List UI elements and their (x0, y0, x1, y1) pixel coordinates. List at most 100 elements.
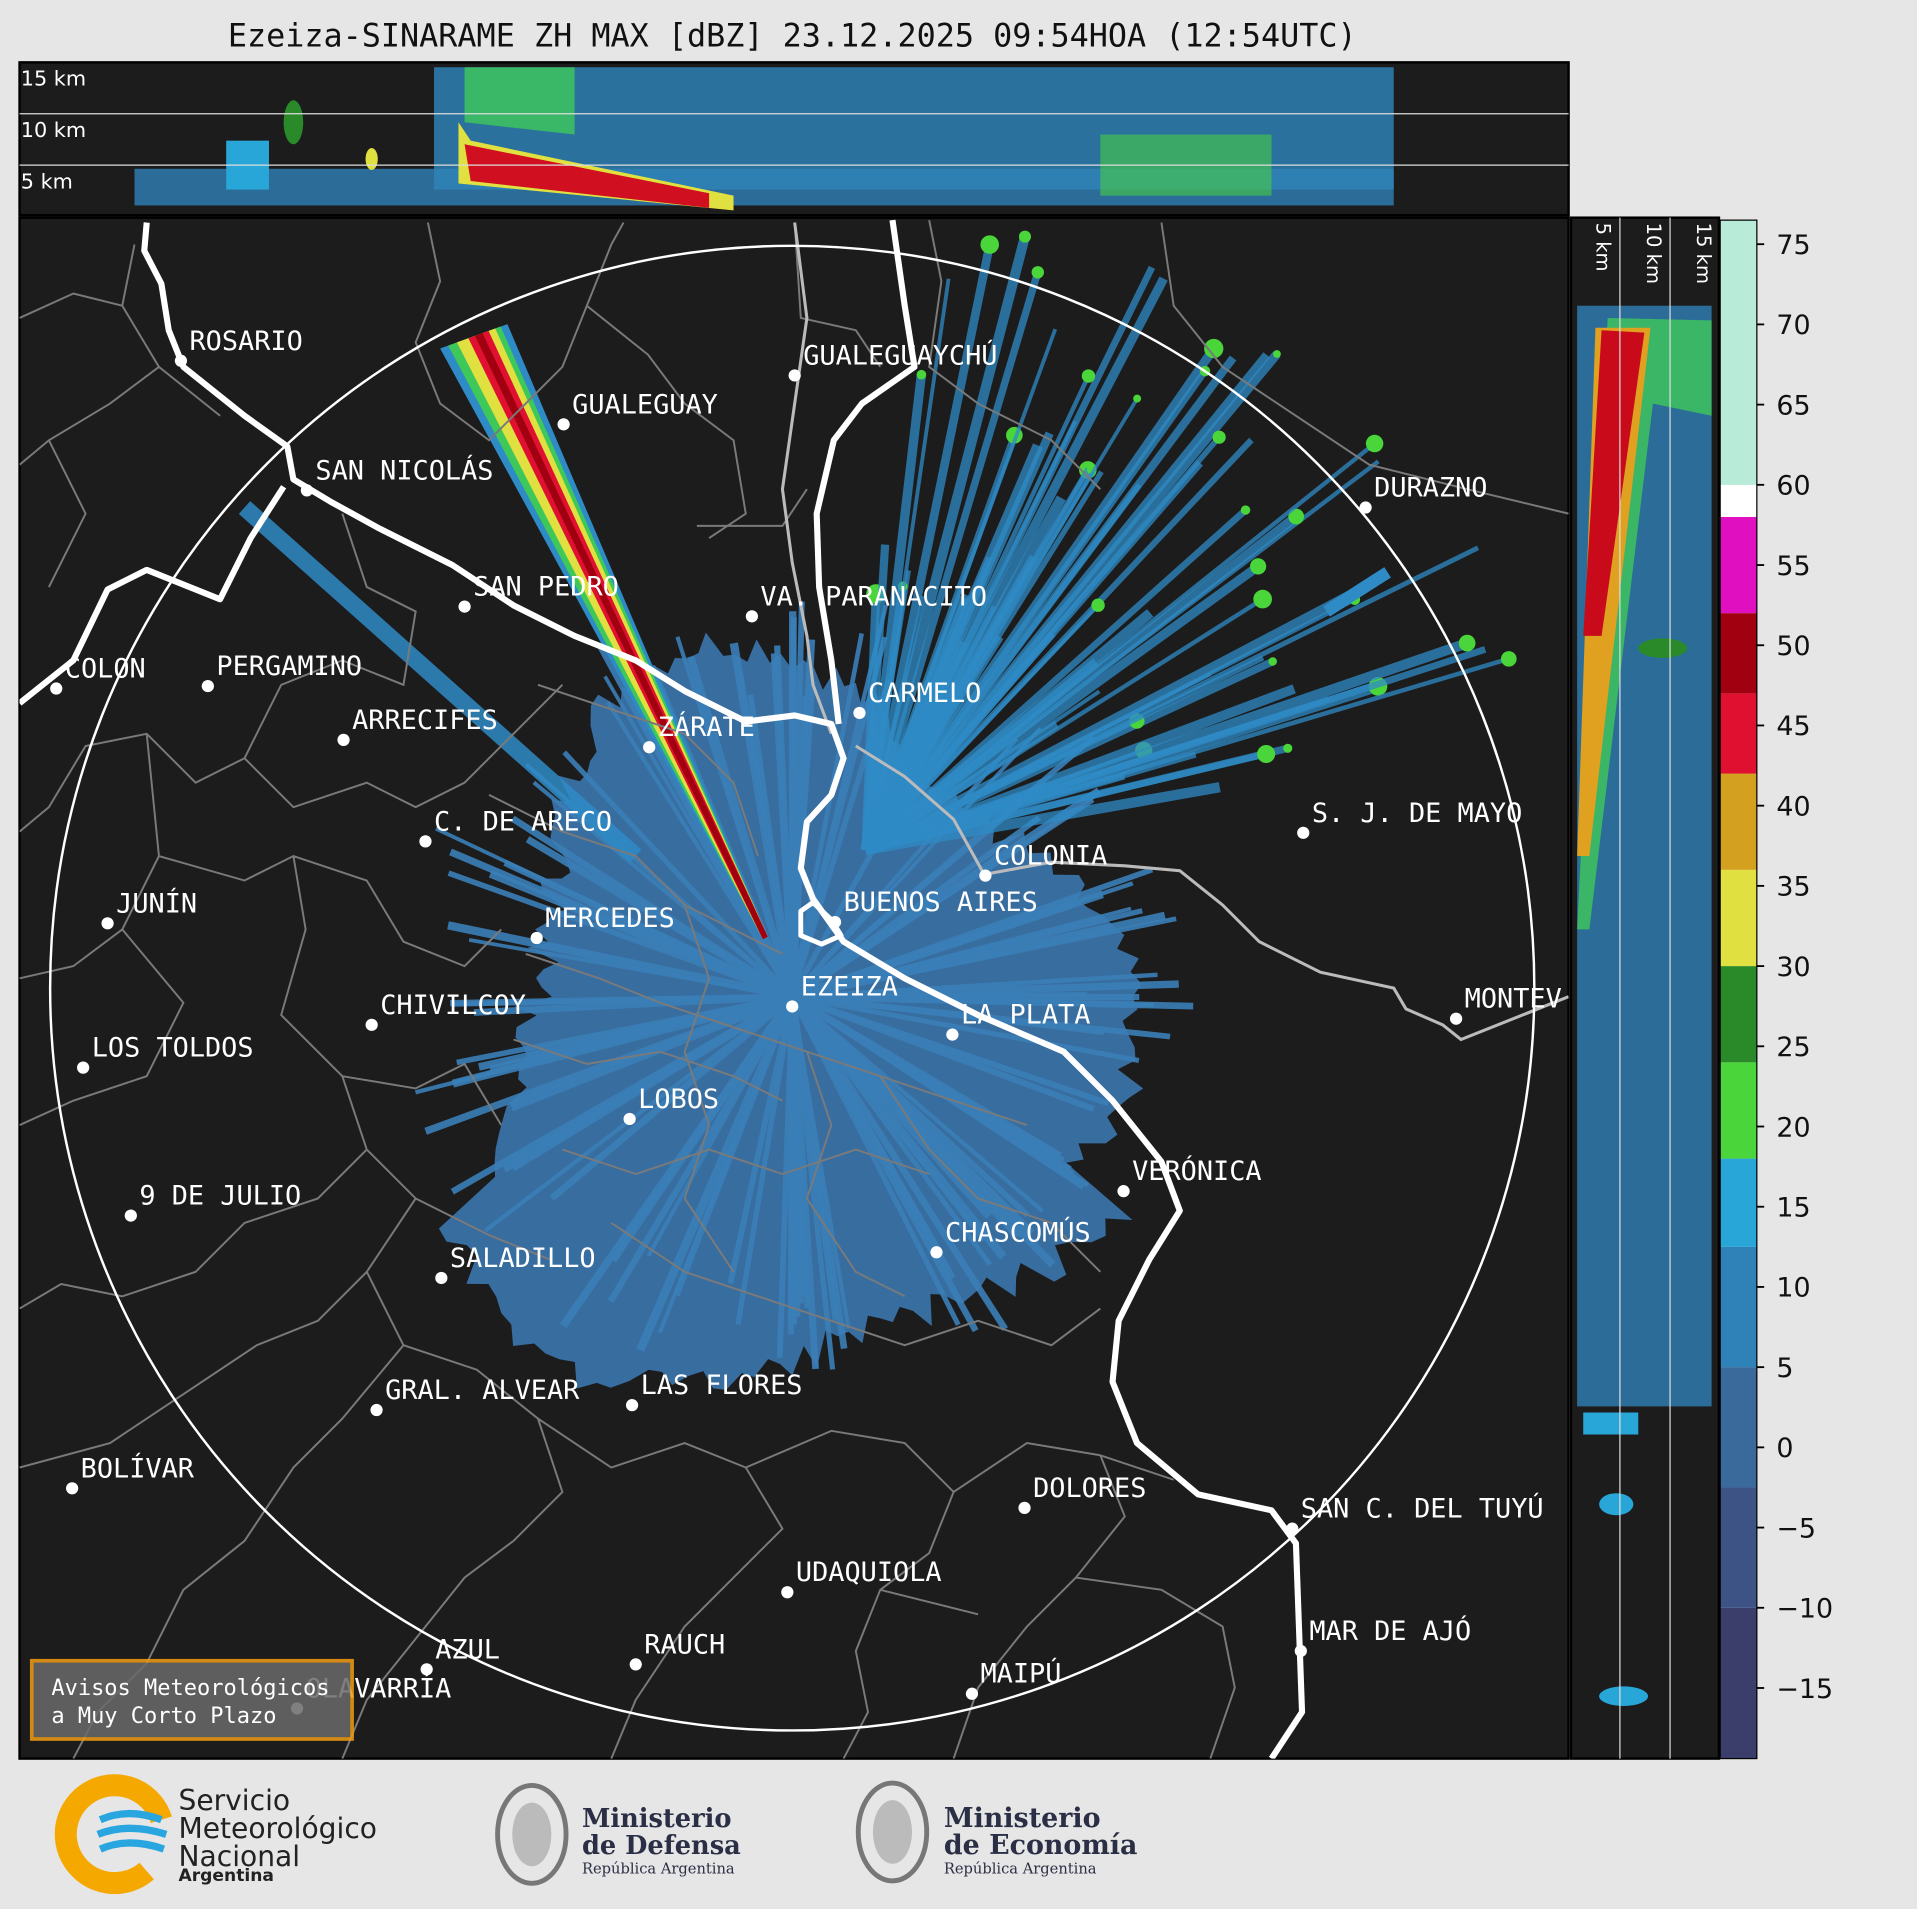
echo-ray (450, 993, 793, 1007)
colorbar-band (1720, 484, 1757, 517)
echo-cell (1081, 369, 1096, 383)
city-label: COLONIA (994, 841, 1107, 872)
city-dot (788, 369, 801, 382)
colorbar-tick-label: 30 (1776, 952, 1810, 983)
city-dot (946, 1028, 959, 1041)
logo-text: de Defensa (582, 1831, 741, 1861)
city-label: BUENOS AIRES (844, 887, 1038, 918)
notice-box[interactable] (29, 1658, 354, 1741)
city-dot (1286, 1522, 1299, 1535)
coast-borders (780, 222, 1569, 1042)
echo-ray (791, 993, 1095, 1112)
echo (1638, 638, 1688, 658)
echo (464, 144, 710, 208)
echo-ray (456, 993, 793, 1066)
echo-cell (1031, 266, 1045, 279)
colorbar-tick-label: 65 (1776, 390, 1810, 421)
echo-ray (864, 672, 1212, 852)
city-label: CARMELO (868, 678, 981, 709)
echo-ray (863, 397, 1139, 851)
city-dot (365, 1018, 378, 1031)
city-dot (1449, 1012, 1463, 1025)
echo-ray (636, 995, 797, 1352)
colorbar-tick-label: 0 (1776, 1433, 1793, 1464)
echo-cell (1501, 651, 1517, 667)
colorbar-band (1720, 773, 1757, 870)
colorbar-tick-label: 10 (1776, 1273, 1810, 1304)
city-dot (1359, 501, 1372, 514)
city-label: MAIPÚ (981, 1658, 1062, 1690)
colorbar-band (1720, 693, 1757, 774)
echo-ray (790, 994, 1030, 1218)
echo-ray (559, 994, 796, 1329)
echo-cell (1288, 508, 1305, 525)
city-dot (965, 1687, 979, 1700)
city-dot (643, 741, 656, 754)
echo-ray (863, 720, 1060, 854)
city-dot (419, 835, 432, 848)
city-dot (530, 931, 543, 945)
echo-ray (510, 815, 795, 1000)
echo-ray (791, 994, 1104, 1035)
emblem (495, 1783, 569, 1886)
colorbar-tick-label: 20 (1776, 1112, 1810, 1143)
height-label: 10 km (1642, 223, 1665, 284)
echo (464, 67, 575, 135)
city-dot (435, 1271, 448, 1285)
echo-cell (1240, 505, 1251, 515)
city-label: LOBOS (638, 1084, 719, 1115)
city-label: MONTEV (1465, 984, 1562, 1015)
height-label: 10 km (21, 118, 86, 142)
echo-ray (864, 441, 1376, 852)
city-dot (853, 706, 866, 720)
echo-cell (916, 369, 927, 380)
colorbar-band (1720, 613, 1757, 694)
height-label: 15 km (1692, 223, 1715, 284)
city-label: SALADILLO (450, 1243, 596, 1274)
logo-stripe (98, 1810, 163, 1824)
colorbar-tick-label: −15 (1776, 1674, 1833, 1705)
echo-ray (788, 996, 848, 1350)
echo-cell (1133, 394, 1142, 403)
echo-ray (727, 996, 796, 1285)
notice-text: Avisos Meteorológicos (51, 1676, 329, 1701)
echo-ray (488, 870, 794, 1001)
colorbar-tick-label: 25 (1776, 1032, 1810, 1063)
colorbar-frame (1719, 219, 1758, 1760)
height-label: 5 km (1592, 223, 1615, 272)
colorbar-tick-label: 5 (1776, 1353, 1793, 1384)
city-label: UDAQUIOLA (796, 1557, 942, 1588)
echo-cell (1212, 430, 1226, 444)
city-dot (420, 1663, 433, 1676)
city-dot (300, 484, 313, 497)
echo-cell (1253, 589, 1272, 609)
colorbar-band (1720, 220, 1757, 485)
echo (1583, 1412, 1639, 1435)
echo-cell (980, 235, 999, 254)
echo-ray (738, 671, 795, 997)
colorbar-band (1720, 966, 1757, 1063)
economia-logo: Ministerio de Economía República Argenti… (855, 1780, 1138, 1884)
logo-text: de Economía (944, 1830, 1138, 1861)
title: Ezeiza-SINARAME ZH MAX [dBZ] 23.12.2025 … (228, 17, 1357, 54)
echo (365, 147, 378, 170)
city-label: SAN C. DEL TUYÚ (1301, 1493, 1544, 1525)
echo-ray (424, 993, 794, 1135)
city-label: JUNÍN (116, 887, 197, 919)
echo-ray (863, 638, 1469, 855)
city-dot (50, 682, 63, 695)
echo-ray (791, 916, 1177, 1000)
city-label: ARRECIFES (352, 705, 498, 736)
city-label: GRAL. ALVEAR (385, 1375, 580, 1406)
logo-text: República Argentina (582, 1861, 735, 1878)
echo-ray (788, 996, 798, 1325)
echo (283, 100, 304, 145)
logo-text: Argentina (178, 1866, 273, 1886)
logo-text: Meteorológico (178, 1812, 376, 1845)
colorbar-tick-label: −10 (1776, 1594, 1833, 1625)
echo-ray (483, 995, 794, 1233)
echo-ray (791, 903, 1073, 1000)
city-label: MERCEDES (545, 903, 675, 934)
city-dot (124, 1209, 137, 1222)
